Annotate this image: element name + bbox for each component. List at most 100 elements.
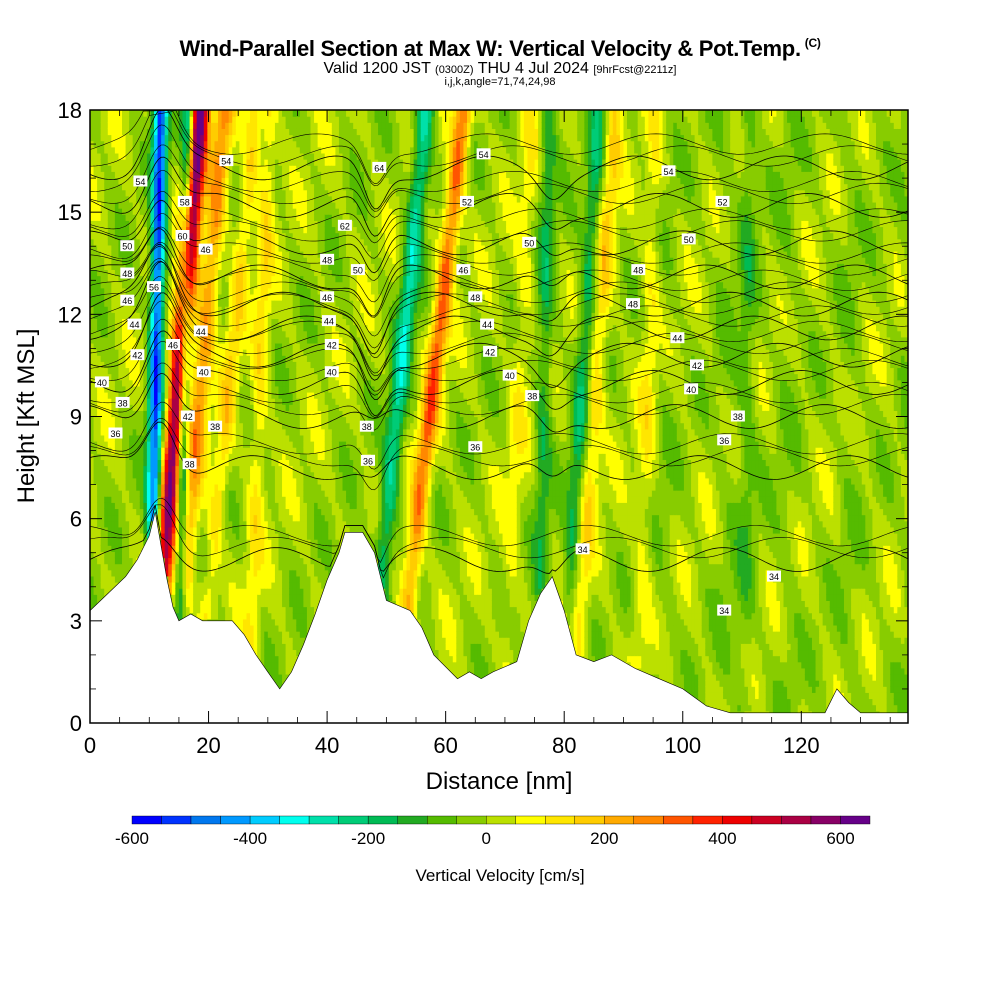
velocity-cell [104, 459, 108, 466]
velocity-cell [243, 625, 247, 632]
velocity-cell [200, 128, 204, 135]
velocity-cell [214, 318, 218, 325]
velocity-cell [104, 502, 108, 509]
velocity-cell [108, 466, 112, 473]
velocity-cell [118, 196, 122, 203]
velocity-cell [214, 361, 218, 368]
velocity-cell [133, 533, 137, 540]
velocity-cell [104, 564, 108, 571]
velocity-cell [168, 484, 172, 491]
velocity-cell [232, 312, 236, 319]
velocity-cell [97, 533, 101, 540]
velocity-cell [122, 349, 126, 356]
velocity-cell [111, 478, 115, 485]
velocity-cell [182, 447, 186, 454]
velocity-cell [222, 472, 226, 479]
velocity-cell [136, 459, 140, 466]
velocity-cell [246, 508, 250, 515]
velocity-cell [254, 613, 258, 620]
velocity-cell [161, 147, 165, 154]
velocity-cell [186, 521, 190, 528]
velocity-cell [165, 453, 169, 460]
velocity-cell [186, 588, 190, 595]
velocity-cell [104, 135, 108, 142]
velocity-cell [190, 600, 194, 607]
velocity-cell [118, 116, 122, 123]
velocity-cell [229, 226, 233, 233]
velocity-cell [122, 367, 126, 374]
velocity-cell [94, 594, 98, 601]
velocity-cell [197, 423, 201, 430]
velocity-cell [193, 484, 197, 491]
velocity-cell [136, 490, 140, 497]
velocity-cell [239, 165, 243, 172]
velocity-cell [222, 447, 226, 454]
velocity-cell [136, 190, 140, 197]
velocity-cell [161, 484, 165, 491]
velocity-cell [254, 276, 258, 283]
velocity-cell [140, 343, 144, 350]
velocity-cell [97, 306, 101, 313]
velocity-cell [101, 147, 105, 154]
velocity-cell [104, 343, 108, 350]
velocity-cell [101, 196, 105, 203]
velocity-cell [261, 496, 265, 503]
velocity-cell [218, 502, 222, 509]
velocity-cell [165, 171, 169, 178]
velocity-cell [207, 582, 211, 589]
velocity-cell [232, 349, 236, 356]
velocity-cell [111, 110, 115, 117]
velocity-cell [257, 404, 261, 411]
velocity-cell [115, 226, 119, 233]
velocity-cell [97, 135, 101, 142]
velocity-cell [246, 631, 250, 638]
velocity-cell [186, 502, 190, 509]
velocity-cell [94, 417, 98, 424]
velocity-cell [197, 196, 201, 203]
velocity-cell [246, 257, 250, 264]
velocity-cell [246, 116, 250, 123]
velocity-cell [207, 184, 211, 191]
velocity-cell [97, 269, 101, 276]
velocity-cell [214, 441, 218, 448]
velocity-cell [186, 282, 190, 289]
velocity-cell [197, 429, 201, 436]
velocity-cell [126, 116, 130, 123]
velocity-cell [172, 417, 176, 424]
velocity-cell [236, 508, 240, 515]
velocity-cell [204, 196, 208, 203]
velocity-cell [236, 613, 240, 620]
velocity-cell [204, 300, 208, 307]
velocity-cell [143, 331, 147, 338]
velocity-cell [254, 576, 258, 583]
velocity-cell [257, 478, 261, 485]
velocity-cell [261, 263, 265, 270]
velocity-cell [193, 233, 197, 240]
velocity-cell [257, 214, 261, 221]
velocity-cell [243, 110, 247, 117]
velocity-cell [222, 325, 226, 332]
velocity-cell [232, 570, 236, 577]
velocity-cell [193, 447, 197, 454]
velocity-cell [94, 110, 98, 117]
velocity-cell [243, 576, 247, 583]
velocity-cell [264, 515, 268, 522]
velocity-cell [129, 374, 133, 381]
velocity-cell [236, 147, 240, 154]
velocity-cell [250, 214, 254, 221]
velocity-cell [147, 472, 151, 479]
velocity-cell [94, 588, 98, 595]
velocity-cell [108, 478, 112, 485]
velocity-cell [154, 165, 158, 172]
velocity-cell [175, 404, 179, 411]
velocity-cell [225, 288, 229, 295]
velocity-cell [214, 110, 218, 117]
velocity-cell [254, 214, 258, 221]
velocity-cell [232, 588, 236, 595]
velocity-cell [211, 472, 215, 479]
velocity-cell [168, 533, 172, 540]
velocity-cell [115, 282, 119, 289]
velocity-cell [257, 643, 261, 650]
velocity-cell [232, 564, 236, 571]
velocity-cell [222, 380, 226, 387]
